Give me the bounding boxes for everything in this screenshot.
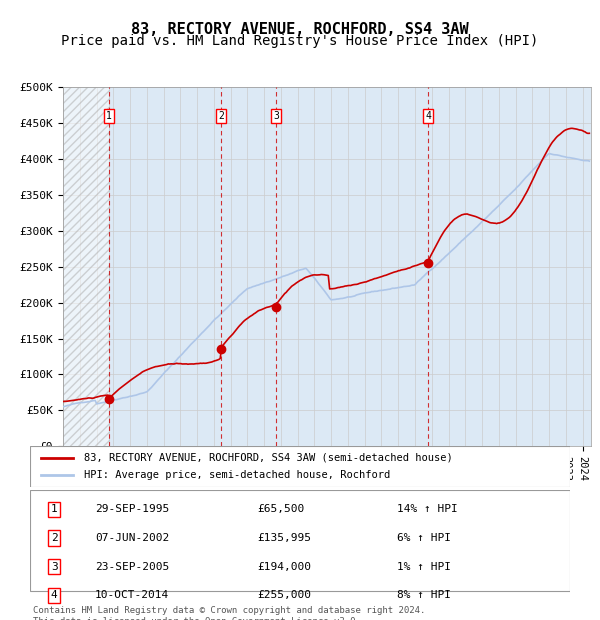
Text: 3: 3 — [274, 110, 280, 120]
Text: £135,995: £135,995 — [257, 533, 311, 543]
Bar — [63, 87, 109, 446]
Text: £194,000: £194,000 — [257, 562, 311, 572]
Text: Contains HM Land Registry data © Crown copyright and database right 2024.
This d: Contains HM Land Registry data © Crown c… — [33, 606, 425, 620]
Text: HPI: Average price, semi-detached house, Rochford: HPI: Average price, semi-detached house,… — [84, 471, 390, 480]
Text: 83, RECTORY AVENUE, ROCHFORD, SS4 3AW: 83, RECTORY AVENUE, ROCHFORD, SS4 3AW — [131, 22, 469, 37]
Text: Price paid vs. HM Land Registry's House Price Index (HPI): Price paid vs. HM Land Registry's House … — [61, 34, 539, 48]
Text: 07-JUN-2002: 07-JUN-2002 — [95, 533, 169, 543]
Text: 1% ↑ HPI: 1% ↑ HPI — [397, 562, 451, 572]
Text: 2: 2 — [218, 110, 224, 120]
FancyBboxPatch shape — [30, 490, 570, 591]
Text: 4: 4 — [51, 590, 58, 600]
Text: £65,500: £65,500 — [257, 504, 304, 515]
Text: 8% ↑ HPI: 8% ↑ HPI — [397, 590, 451, 600]
Text: 4: 4 — [425, 110, 431, 120]
Text: 3: 3 — [51, 562, 58, 572]
Text: 29-SEP-1995: 29-SEP-1995 — [95, 504, 169, 515]
Text: 2: 2 — [51, 533, 58, 543]
Bar — [63, 87, 109, 446]
Text: £255,000: £255,000 — [257, 590, 311, 600]
Text: 6% ↑ HPI: 6% ↑ HPI — [397, 533, 451, 543]
Text: 10-OCT-2014: 10-OCT-2014 — [95, 590, 169, 600]
Text: 83, RECTORY AVENUE, ROCHFORD, SS4 3AW (semi-detached house): 83, RECTORY AVENUE, ROCHFORD, SS4 3AW (s… — [84, 453, 453, 463]
Text: 23-SEP-2005: 23-SEP-2005 — [95, 562, 169, 572]
Text: 1: 1 — [106, 110, 112, 120]
Text: 1: 1 — [51, 504, 58, 515]
Text: 14% ↑ HPI: 14% ↑ HPI — [397, 504, 458, 515]
FancyBboxPatch shape — [30, 446, 570, 487]
